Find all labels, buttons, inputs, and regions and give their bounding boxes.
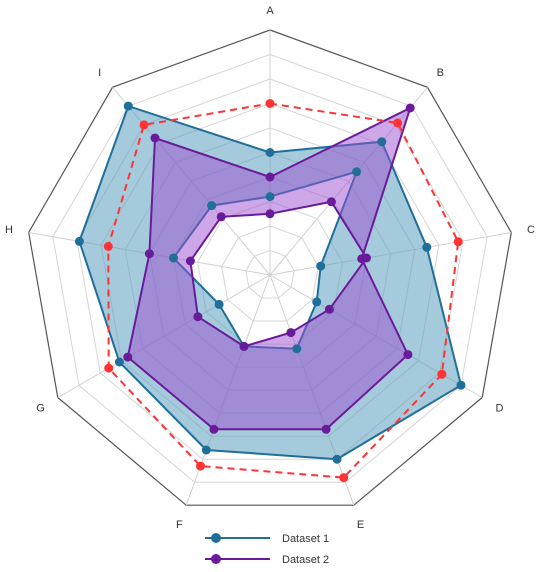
axis-label-E: E	[357, 519, 364, 531]
series-1-inner-point	[207, 201, 217, 211]
series-1-outer-point	[74, 236, 84, 246]
axis-label-F: F	[176, 519, 183, 531]
series-2-inner-point	[216, 212, 226, 222]
reference-point	[265, 99, 275, 108]
series-1-outer-point	[123, 101, 133, 111]
grid-ring	[245, 249, 295, 299]
series-2-outer-point	[144, 249, 154, 259]
reference-point	[393, 118, 403, 128]
reference-point	[103, 242, 113, 251]
series-2-outer-point	[403, 350, 413, 360]
series-2-outer-point	[209, 424, 219, 434]
reference-point	[139, 120, 149, 130]
axis-label-C: C	[527, 224, 535, 236]
series-2-outer-point	[123, 352, 133, 362]
legend-marker-1	[211, 533, 221, 543]
series-2-inner-point	[239, 341, 249, 351]
axis-label-D: D	[496, 403, 504, 415]
grid-outer-ring	[28, 29, 512, 506]
series-1-inner-point	[265, 192, 275, 202]
series-1-inner-point	[352, 167, 362, 177]
series-2-inner-point	[362, 253, 371, 263]
reference-point	[339, 473, 349, 483]
series-1-outer-point	[422, 242, 432, 252]
series-2-inner-point	[324, 304, 334, 314]
legend-marker-2	[211, 554, 221, 564]
reference-point	[437, 369, 447, 379]
axis-label-I: I	[98, 67, 101, 79]
series-area-2	[127, 108, 411, 430]
series-2-outer-point	[150, 133, 160, 143]
series-1-inner-point	[169, 253, 178, 263]
axis-label-A: A	[266, 5, 274, 17]
grid-ring	[221, 225, 319, 322]
axis-labels: A B C D E F G H I	[5, 5, 535, 531]
series-1-inner-point	[312, 297, 322, 307]
axis-label-B: B	[437, 67, 444, 79]
series-outer-line-2	[126, 106, 412, 431]
series-1-outer-point	[265, 148, 275, 157]
legend: Dataset 1 Dataset 2	[205, 533, 329, 566]
series-2-inner-point	[185, 256, 195, 266]
axis-label-G: G	[36, 403, 45, 415]
series-1-outer-point	[377, 137, 387, 147]
series-2-outer-point	[405, 103, 415, 113]
series-outer-line-1	[78, 104, 463, 461]
reference-point	[196, 461, 205, 471]
series-2-inner-point	[265, 209, 275, 219]
series-2-inner-point	[326, 197, 336, 207]
axis-label-H: H	[5, 224, 13, 236]
series-2-inner-point	[286, 328, 296, 338]
radar-series	[74, 99, 466, 483]
series-1-outer-point	[456, 380, 466, 390]
series-1-outer-point	[201, 445, 211, 455]
series-1-outer-point	[332, 454, 342, 464]
series-2-outer-point	[265, 172, 275, 182]
series-1-inner-point	[292, 344, 302, 354]
grid-ring	[52, 53, 488, 483]
legend-label-2: Dataset 2	[282, 554, 329, 566]
legend-label-1: Dataset 1	[282, 533, 329, 545]
series-2-outer-point	[321, 424, 331, 434]
series-1-outer-point	[114, 357, 124, 367]
reference-line	[107, 102, 460, 479]
series-1-inner-point	[316, 261, 326, 271]
reference-point	[104, 363, 114, 373]
series-inner-line-2	[189, 200, 368, 348]
series-1-inner-point	[214, 299, 224, 309]
series-2-inner-point	[193, 312, 203, 322]
reference-point	[453, 237, 463, 247]
